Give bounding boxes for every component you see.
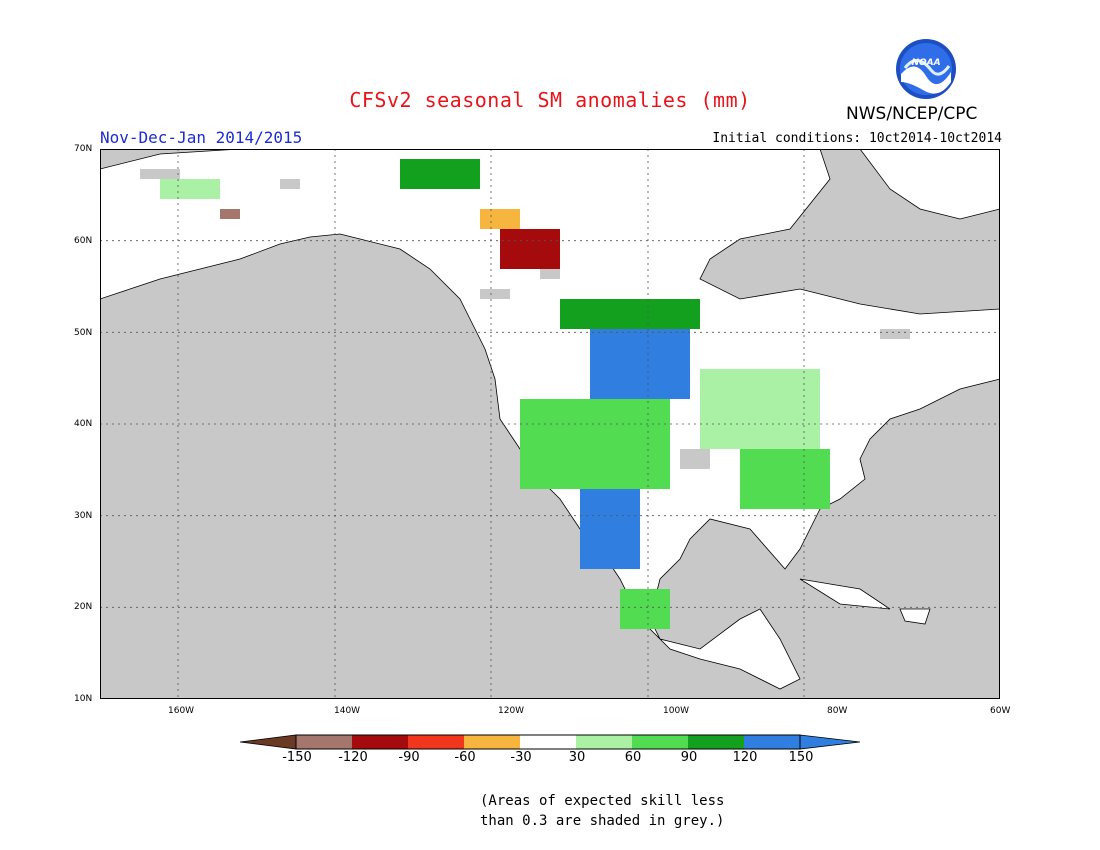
- lon-tick-label: 60W: [990, 706, 1011, 716]
- lat-tick-label: 40N: [74, 419, 93, 429]
- lon-tick-label: 160W: [168, 706, 195, 716]
- cuba-land: [799, 578, 891, 610]
- legend-label: 90: [680, 750, 698, 765]
- period-label: Nov-Dec-Jan 2014/2015: [100, 128, 303, 147]
- lat-tick-label: 10N: [74, 694, 93, 704]
- anomaly-cells: [160, 159, 830, 629]
- legend-swatch: [632, 735, 688, 749]
- skill-note-line1: (Areas of expected skill less: [480, 793, 725, 809]
- skill-note-line2: than 0.3 are shaded in grey.): [480, 813, 725, 829]
- legend-swatch: [576, 735, 632, 749]
- legend-label: -30: [510, 750, 532, 765]
- logo-text: NOAA: [911, 58, 941, 68]
- agency-label: NWS/NCEP/CPC: [846, 104, 978, 124]
- color-legend: [240, 734, 861, 750]
- legend-swatch: [744, 735, 800, 749]
- legend-label: 150: [788, 750, 814, 765]
- legend-swatch: [520, 735, 576, 749]
- greenland-land: [859, 149, 1000, 220]
- lon-tick-label: 100W: [663, 706, 690, 716]
- legend-swatch: [296, 735, 352, 749]
- legend-label: -150: [282, 750, 312, 765]
- lon-tick-label: 80W: [827, 706, 848, 716]
- lat-tick-label: 20N: [74, 602, 93, 612]
- legend-label: 60: [624, 750, 642, 765]
- legend-swatch: [464, 735, 520, 749]
- legend-swatch: [408, 735, 464, 749]
- chart-title: CFSv2 seasonal SM anomalies (mm): [349, 88, 751, 112]
- lon-tick-label: 140W: [334, 706, 361, 716]
- lat-tick-label: 60N: [74, 236, 93, 246]
- legend-arrow-right: [799, 734, 861, 750]
- legend-arrow-left: [240, 734, 297, 750]
- initial-conditions-label: Initial conditions: 10ct2014-10ct2014: [712, 131, 1002, 146]
- hispaniola-land: [899, 608, 931, 625]
- graticule: [100, 149, 1000, 699]
- legend-label: -90: [398, 750, 420, 765]
- map-frame: [100, 149, 1000, 699]
- skill-note: (Areas of expected skill less than 0.3 a…: [480, 791, 724, 831]
- lat-tick-label: 30N: [74, 511, 93, 521]
- legend-swatch: [688, 735, 744, 749]
- noaa-logo: NOAA: [895, 38, 957, 100]
- legend-label: -120: [338, 750, 368, 765]
- low-skill-layer: [140, 169, 910, 469]
- lon-tick-label: 120W: [498, 706, 525, 716]
- lat-tick-label: 70N: [74, 144, 93, 154]
- legend-swatch: [352, 735, 408, 749]
- anomaly-map: [100, 149, 1000, 699]
- legend-label: 120: [732, 750, 758, 765]
- legend-label: -60: [454, 750, 476, 765]
- lat-tick-label: 50N: [74, 328, 93, 338]
- legend-label: 30: [568, 750, 586, 765]
